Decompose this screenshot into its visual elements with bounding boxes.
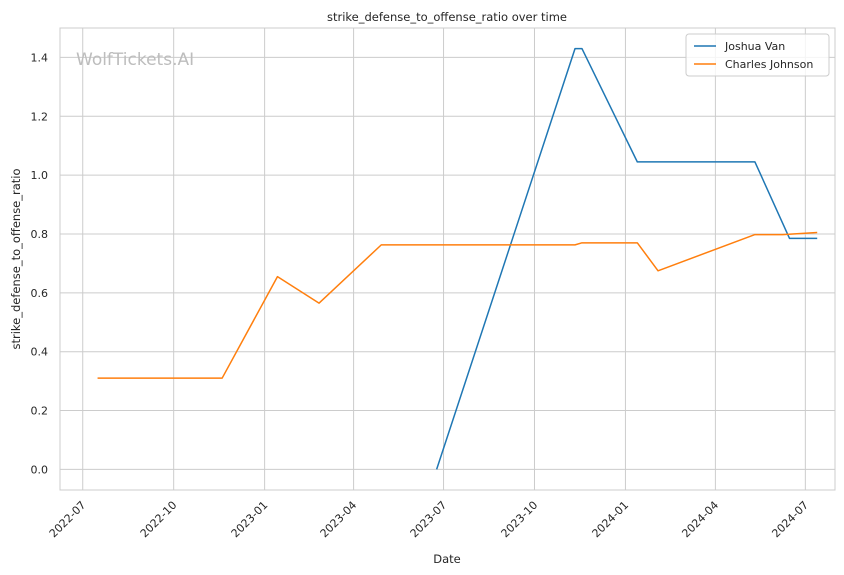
- y-tick-label: 0.2: [31, 405, 49, 418]
- x-tick-label: 2022-07: [47, 499, 89, 541]
- legend: Joshua Van Charles Johnson: [685, 33, 830, 77]
- series-line-charles-johnson: [97, 231, 818, 379]
- y-tick-label: 1.2: [31, 110, 49, 123]
- x-tick-label: 2023-10: [499, 499, 541, 541]
- series-line-joshua-van: [435, 47, 818, 470]
- x-tick-label: 2022-10: [138, 499, 180, 541]
- watermark: WolfTickets.AI: [76, 50, 194, 70]
- x-axis-label: Date: [433, 552, 461, 566]
- y-tick-label: 1.4: [31, 51, 49, 64]
- x-tick-label: 2023-01: [229, 499, 271, 541]
- y-axis-label: strike_defense_to_offense_ratio: [9, 168, 23, 349]
- plot-frame: [59, 27, 836, 491]
- x-tick-label: 2024-01: [590, 499, 632, 541]
- x-tick-label: 2023-07: [408, 499, 450, 541]
- legend-label-joshua-van: Joshua Van: [724, 40, 785, 53]
- y-tick-label: 0.4: [31, 346, 49, 359]
- plot-background: [60, 28, 835, 490]
- chart-title: strike_defense_to_offense_ratio over tim…: [327, 10, 567, 24]
- x-tick-label: 2024-07: [769, 499, 811, 541]
- grid: [60, 28, 835, 490]
- legend-label-charles-johnson: Charles Johnson: [725, 58, 813, 71]
- y-axis: 0.0 0.2 0.4 0.6 0.8 1.0 1.2 1.4: [31, 51, 49, 476]
- x-tick-label: 2024-04: [679, 499, 721, 541]
- y-tick-label: 0.6: [31, 287, 49, 300]
- x-tick-label: 2023-04: [318, 499, 360, 541]
- y-tick-label: 0.0: [31, 463, 49, 476]
- series-lines: [97, 47, 818, 470]
- y-tick-label: 0.8: [31, 228, 49, 241]
- legend-box: [685, 33, 830, 77]
- x-axis: 2022-07 2022-10 2023-01 2023-04 2023-07 2023-…: [47, 499, 811, 541]
- y-tick-label: 1.0: [31, 169, 49, 182]
